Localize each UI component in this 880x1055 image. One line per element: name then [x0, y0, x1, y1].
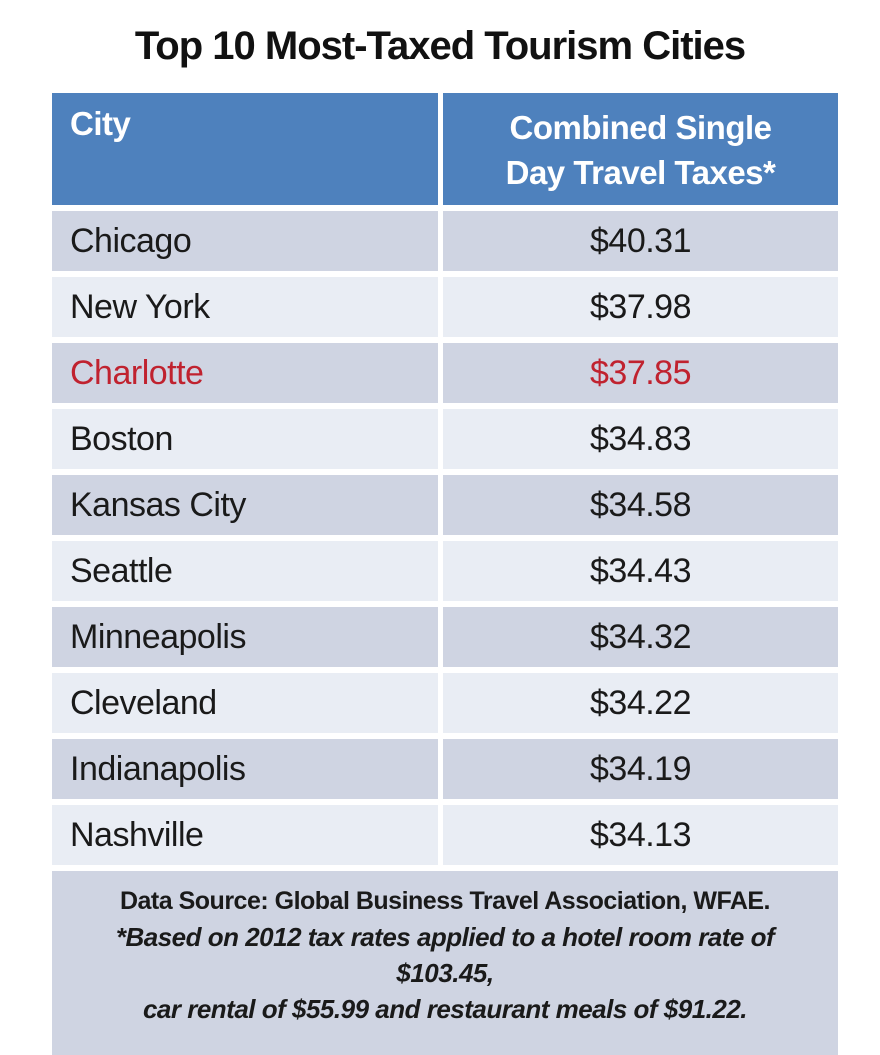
tax-value-cell: $34.32 [590, 617, 692, 656]
table-row: New York $37.98 [52, 277, 838, 337]
table-row: Charlotte $37.85 [52, 343, 838, 403]
table-row: Nashville $34.13 [52, 805, 838, 865]
table-row: Boston $34.83 [52, 409, 838, 469]
footnote-assumptions-line2: car rental of $55.99 and restaurant meal… [142, 994, 748, 1024]
table-row: Seattle $34.43 [52, 541, 838, 601]
table-footnote: Data Source: Global Business Travel Asso… [52, 871, 838, 1055]
city-cell: Nashville [52, 805, 443, 865]
column-header-city: City [52, 93, 443, 205]
table-row: Chicago $40.31 [52, 211, 838, 271]
tax-value-cell: $37.98 [590, 287, 692, 326]
city-cell: Seattle [52, 541, 443, 601]
tax-value-cell: $34.13 [590, 815, 692, 854]
city-cell: Indianapolis [52, 739, 443, 799]
tax-value-cell: $37.85 [590, 353, 692, 392]
city-cell: Charlotte [52, 343, 443, 403]
table-row: Kansas City $34.58 [52, 475, 838, 535]
tax-value-cell: $34.83 [590, 419, 692, 458]
city-cell: Kansas City [52, 475, 443, 535]
tax-value-cell: $34.43 [590, 551, 692, 590]
city-cell: New York [52, 277, 443, 337]
tax-value-cell: $34.58 [590, 485, 692, 524]
table-row: Indianapolis $34.19 [52, 739, 838, 799]
tax-value-cell: $34.22 [590, 683, 692, 722]
data-source-text: Data Source: Global Business Travel Asso… [119, 887, 771, 915]
page-title: Top 10 Most-Taxed Tourism Cities [134, 24, 746, 68]
column-header-taxes-line2: Day Travel Taxes* [505, 154, 776, 191]
city-cell: Cleveland [52, 673, 443, 733]
column-header-taxes: Combined Single Day Travel Taxes* [443, 93, 838, 205]
city-cell: Boston [52, 409, 443, 469]
table-row: Cleveland $34.22 [52, 673, 838, 733]
table-body: Chicago $40.31 New York $37.98 Charlotte $37.… [52, 211, 838, 865]
city-cell: Minneapolis [52, 607, 443, 667]
table-row: Minneapolis $34.32 [52, 607, 838, 667]
city-cell: Chicago [52, 211, 443, 271]
table-header-row: City Combined Single Day Travel Taxes* [52, 93, 838, 205]
column-header-taxes-line1: Combined Single [509, 109, 772, 146]
footnote-assumptions-line1: *Based on 2012 tax rates applied to a ho… [115, 922, 775, 988]
tax-table: City Combined Single Day Travel Taxes* C… [52, 93, 838, 1055]
tax-value-cell: $40.31 [590, 221, 692, 260]
tax-value-cell: $34.19 [590, 749, 692, 788]
